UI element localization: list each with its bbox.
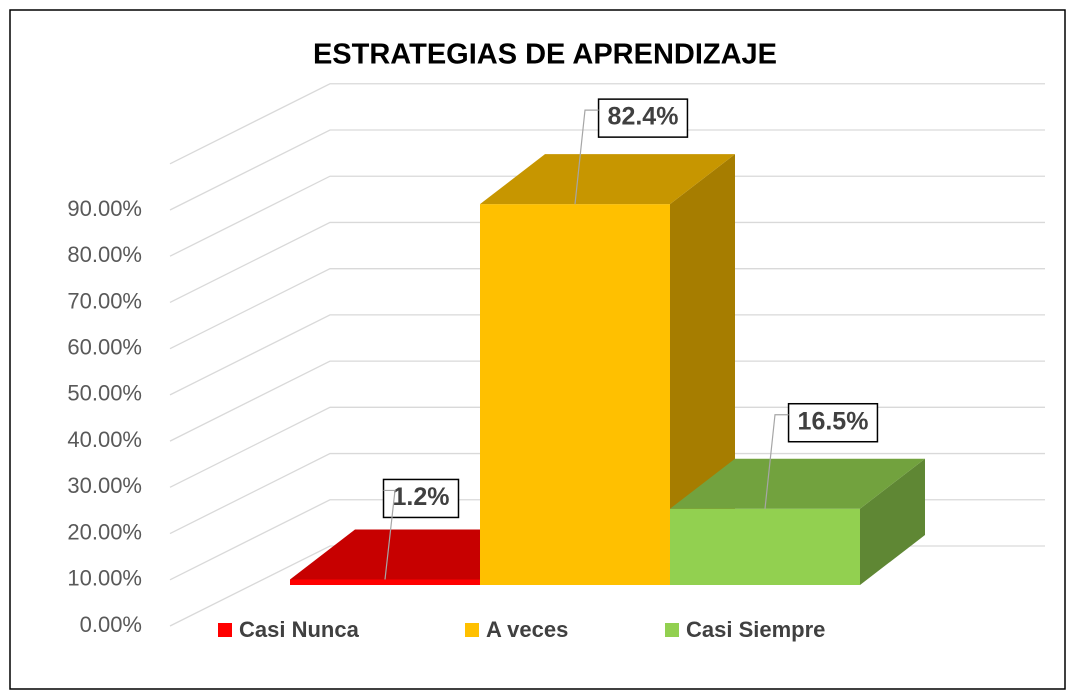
y-tick-label: 20.00% [67,519,142,544]
grid-line [169,83,1045,165]
data-label-box [597,98,689,138]
grid-line [169,221,1045,304]
y-tick-label: 90.00% [67,196,142,221]
y-tick-label: 40.00% [67,427,142,452]
bar [670,508,860,585]
data-label-box [787,402,879,443]
bar-top [480,154,735,205]
y-tick-label: 10.00% [67,566,142,591]
grid-line [169,268,1045,350]
y-tick-label: 60.00% [67,334,142,359]
grid-line [169,360,1045,442]
data-label-box [382,478,460,519]
bar-top [670,458,925,509]
data-label: 16.5% [798,407,869,435]
data-label: 82.4% [608,103,679,131]
legend-label: A veces [486,617,568,642]
legend-swatch [665,623,679,637]
y-tick-label: 50.00% [67,381,142,406]
legend-swatch [465,623,479,637]
data-label: 1.2% [393,483,450,511]
grid-line [169,175,1045,257]
grid-line [169,129,1045,211]
y-tick-label: 30.00% [67,473,142,498]
leader-line [383,489,396,580]
y-tick-label: 70.00% [67,288,142,313]
bar [290,579,480,585]
chart-title: ESTRATEGIAS DE APRENDIZAJE [313,39,777,71]
legend-label: Casi Siempre [686,617,825,642]
legend-swatch [218,623,232,637]
leader-line [574,109,599,205]
leader-line [764,414,789,509]
grid-line [169,452,1045,535]
bar [480,204,670,585]
grid-line [169,314,1045,396]
bar-side [860,458,925,585]
legend-label: Casi Nunca [239,617,360,642]
y-tick-label: 80.00% [67,242,142,267]
y-tick-label: 0.00% [80,612,142,637]
